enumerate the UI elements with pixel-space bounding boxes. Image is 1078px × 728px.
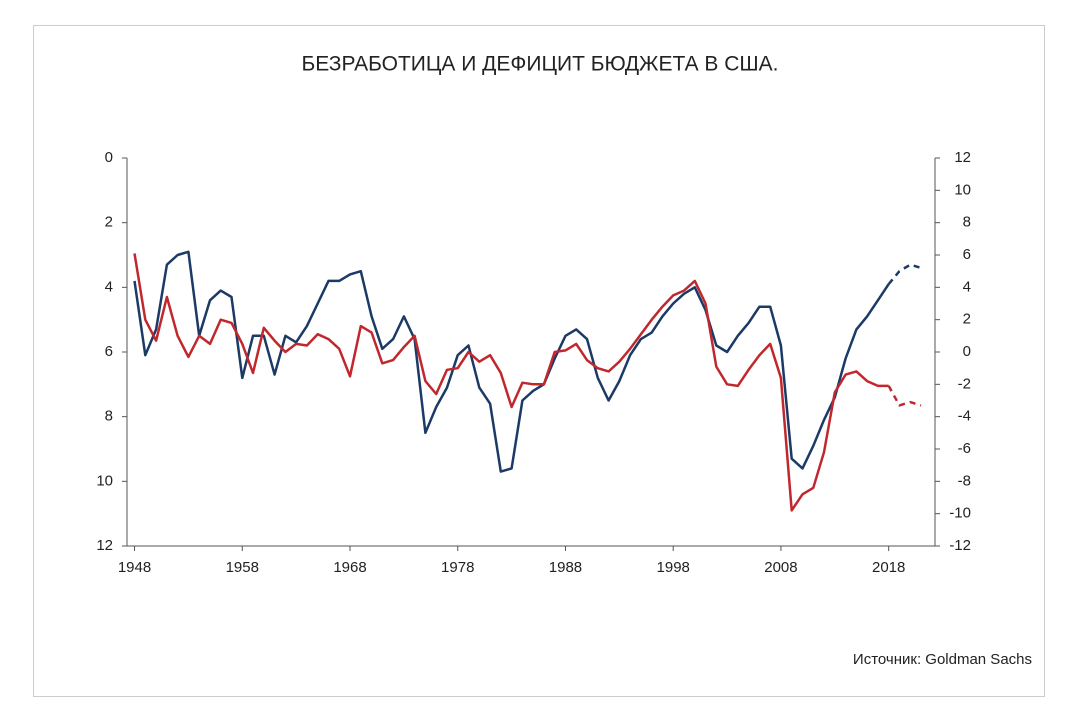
series-line: [887, 263, 922, 285]
y2-tick-label: -8: [958, 472, 971, 489]
y2-tick-label: 0: [963, 343, 971, 360]
x-tick-label: 1988: [549, 559, 582, 576]
x-tick-label: 2018: [872, 559, 905, 576]
source-note: Источник: Goldman Sachs: [853, 651, 1032, 668]
x-tick-label: 1948: [118, 559, 151, 576]
y2-tick-label: -12: [949, 537, 971, 554]
chart-title: БЕЗРАБОТИЦА И ДЕФИЦИТ БЮДЖЕТА В США.: [301, 53, 778, 76]
x-tick-label: 1958: [226, 559, 259, 576]
y2-tick-label: 4: [963, 278, 971, 295]
x-tick-label: 2008: [764, 559, 797, 576]
y-tick-label: 12: [96, 537, 113, 554]
y-tick-label: 8: [105, 408, 113, 425]
y2-tick-label: -2: [958, 375, 971, 392]
y2-tick-label: -4: [958, 408, 971, 425]
y2-tick-label: 8: [963, 214, 971, 231]
y-tick-label: 6: [105, 343, 113, 360]
y-tick-label: 0: [105, 149, 113, 166]
x-tick-label: 1978: [441, 559, 474, 576]
series-line: [133, 250, 890, 473]
frame: [33, 25, 1045, 697]
y2-tick-label: 12: [954, 149, 971, 166]
series-line: [133, 253, 889, 512]
y2-tick-label: -10: [949, 505, 971, 522]
x-tick-label: 1968: [333, 559, 366, 576]
series-line: [887, 385, 922, 407]
y-tick-label: 2: [105, 214, 113, 231]
y-tick-label: 10: [96, 472, 113, 489]
y-tick-label: 4: [105, 278, 113, 295]
y2-tick-label: 2: [963, 311, 971, 328]
y2-tick-label: -6: [958, 440, 971, 457]
x-tick-label: 1998: [657, 559, 690, 576]
y2-tick-label: 6: [963, 246, 971, 263]
y2-tick-label: 10: [954, 181, 971, 198]
